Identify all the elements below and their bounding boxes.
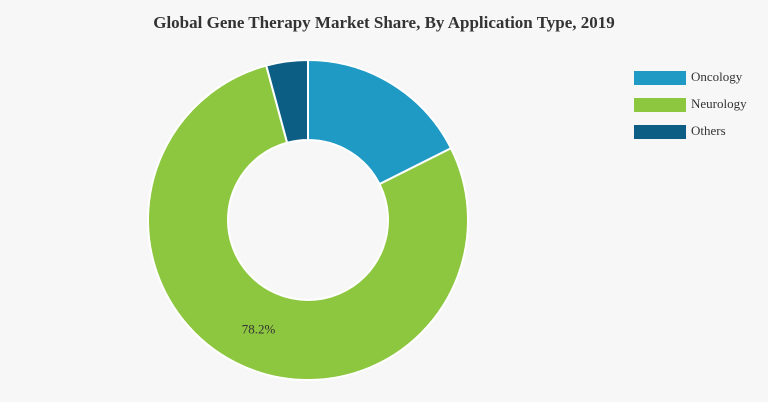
donut: 78.2%	[147, 58, 469, 381]
legend-label: Neurology	[691, 96, 747, 111]
legend-label: Oncology	[691, 69, 743, 84]
slice	[147, 64, 469, 381]
legend: Oncology Neurology Others	[634, 69, 747, 139]
chart-title: Global Gene Therapy Market Share, By App…	[153, 13, 615, 32]
slice	[265, 58, 309, 144]
legend-swatch	[634, 125, 686, 139]
slice	[307, 58, 453, 186]
legend-label: Others	[691, 123, 726, 138]
legend-swatch	[634, 71, 686, 85]
data-label: 78.2%	[242, 321, 276, 336]
legend-swatch	[634, 98, 686, 112]
